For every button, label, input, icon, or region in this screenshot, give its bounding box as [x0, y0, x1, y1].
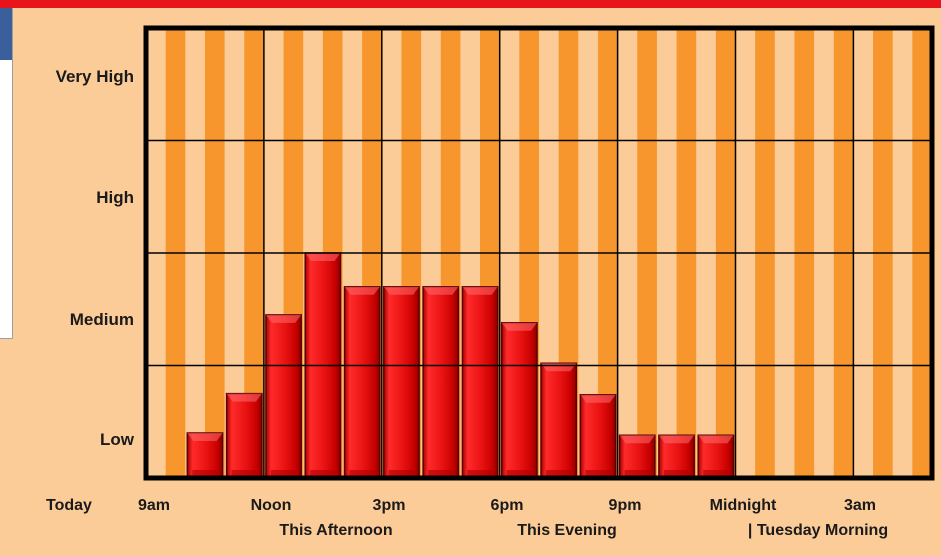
x-tick-9pm: 9pm — [608, 497, 642, 514]
bar-bevel — [226, 393, 262, 402]
bar-8pm — [579, 394, 617, 479]
bar-bevel — [501, 322, 537, 331]
x-tick-6pm: 6pm — [490, 497, 524, 514]
bar-bevel — [698, 435, 734, 444]
bar-bevel — [580, 394, 616, 403]
bar-base — [428, 470, 454, 476]
bar-base — [585, 470, 611, 476]
bar-6pm — [500, 322, 538, 479]
y-label-very-high: Very High — [55, 67, 134, 86]
bar-Noon — [265, 314, 302, 479]
bar-base — [506, 470, 532, 476]
top-accent-bar — [0, 0, 941, 8]
bar-base — [349, 470, 375, 476]
bar-bevel — [344, 286, 380, 295]
x-tick-noon: Noon — [250, 497, 292, 514]
bar-base — [546, 470, 572, 476]
bar-base — [270, 470, 297, 476]
bar-bevel — [658, 435, 695, 444]
x-label-today: Today — [46, 497, 92, 514]
bar-base — [663, 470, 690, 476]
side-panel-edge — [0, 8, 13, 339]
x-tick-9am: 9am — [137, 497, 171, 514]
bar-base — [388, 470, 415, 476]
bar-2pm — [343, 286, 381, 479]
side-panel-logo — [0, 8, 12, 60]
bar-3pm — [383, 286, 420, 479]
bar-5pm — [461, 286, 499, 479]
bar-bevel — [383, 286, 420, 295]
plot-frame — [143, 25, 935, 481]
x-tick-3am: 3am — [843, 497, 877, 514]
y-label-high: High — [96, 188, 134, 207]
bar-bevel — [462, 286, 498, 295]
bar-bevel — [619, 435, 655, 444]
bar-bevel — [265, 314, 302, 323]
bar-base — [467, 470, 493, 476]
bar-base — [192, 470, 218, 476]
period-this-afternoon: This Afternoon — [279, 522, 393, 539]
period-this-evening: This Evening — [517, 522, 617, 539]
bar-4pm — [422, 286, 460, 479]
x-tick-midnight: Midnight — [709, 497, 777, 514]
y-label-medium: Medium — [69, 310, 134, 329]
bar-base — [310, 470, 336, 476]
bar-base — [624, 470, 650, 476]
x-tick-3pm: 3pm — [372, 497, 406, 514]
bar-bevel — [541, 363, 577, 372]
bar-11am — [225, 392, 263, 479]
bar-base — [231, 470, 257, 476]
bar-bevel — [187, 433, 223, 441]
bar-bevel — [305, 253, 341, 261]
period-tuesday-morning: | Tuesday Morning — [747, 522, 889, 539]
bar-7pm — [540, 362, 578, 479]
bar-bevel — [423, 286, 459, 295]
bar-base — [703, 470, 729, 476]
y-label-low: Low — [100, 430, 134, 449]
